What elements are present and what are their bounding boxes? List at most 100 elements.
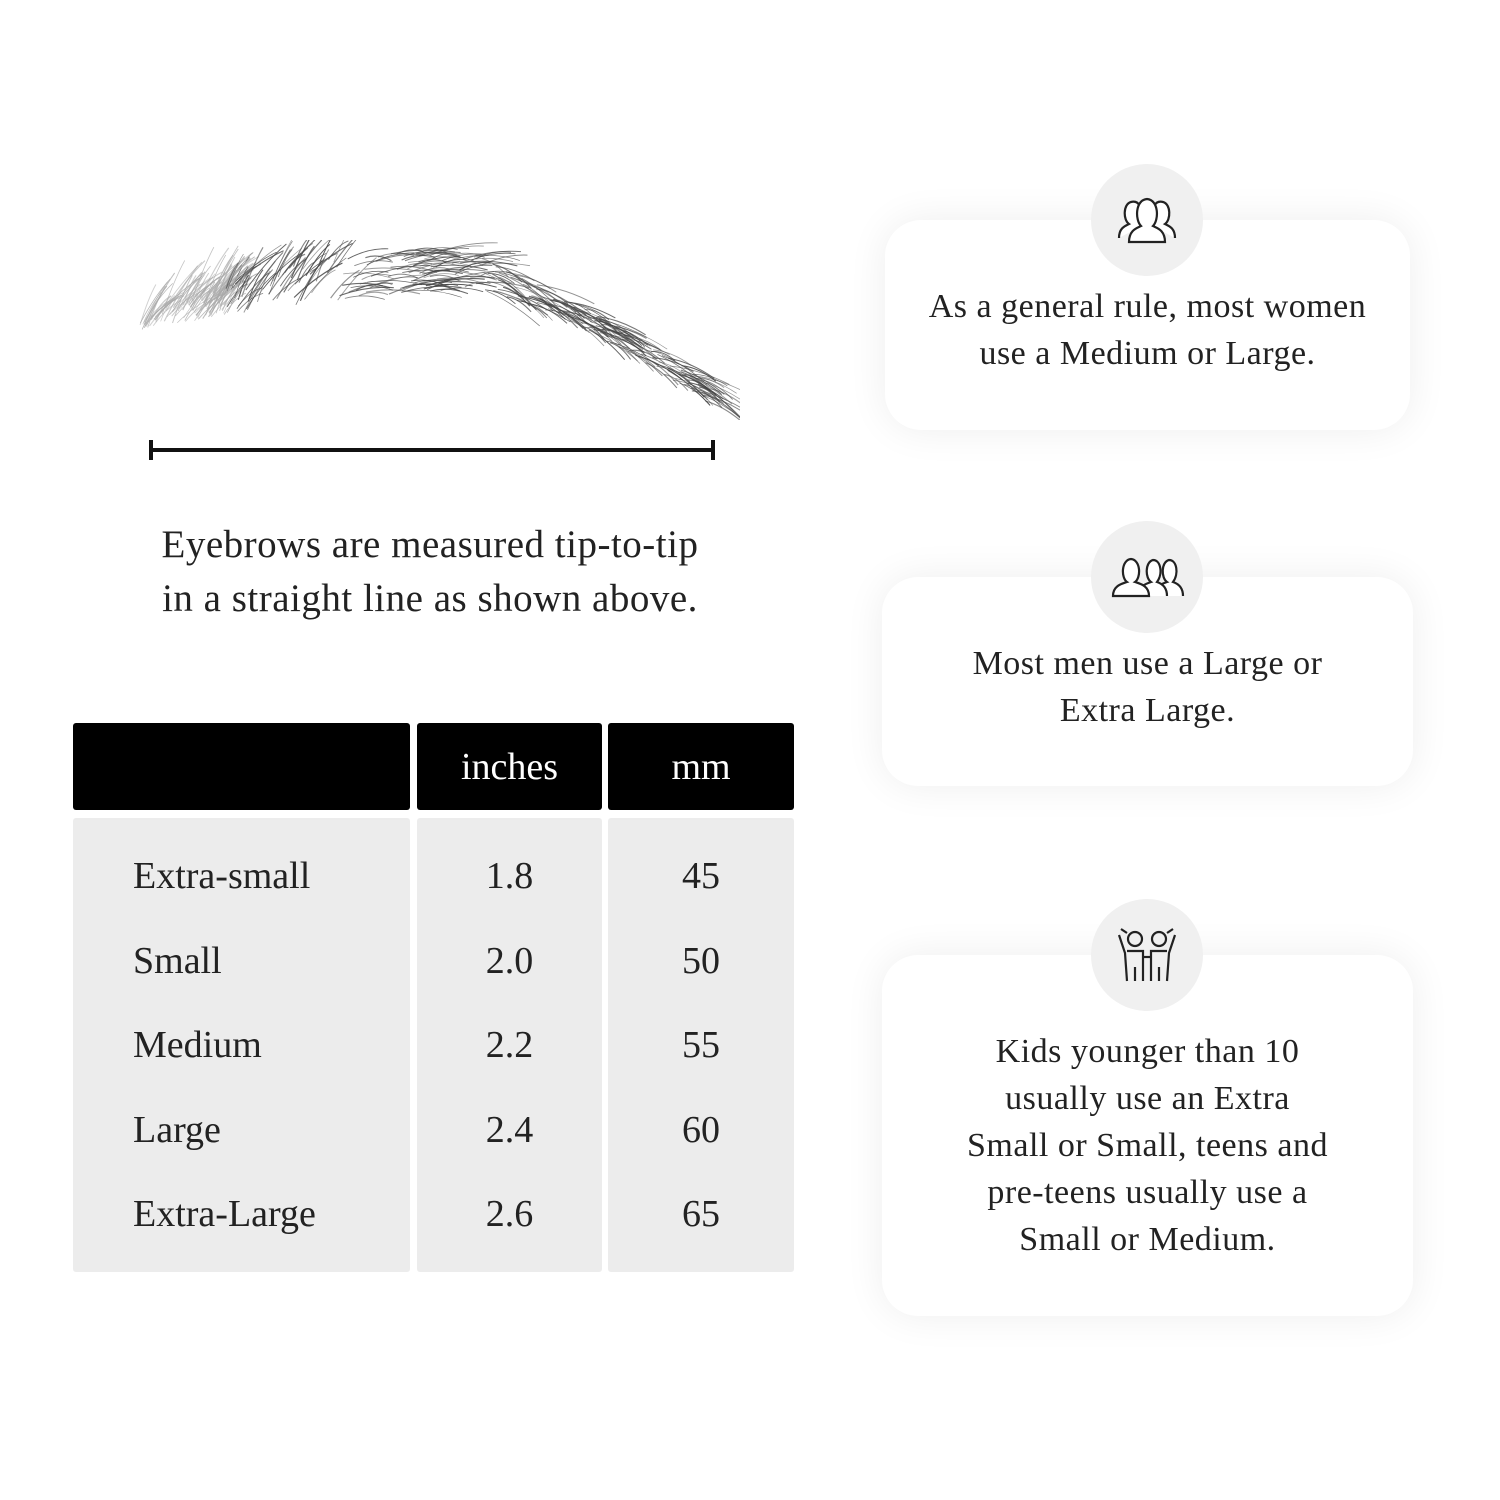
eyebrow-hair (602, 327, 644, 350)
eyebrow-hair (521, 277, 562, 312)
eyebrow-hair (186, 271, 223, 303)
eyebrow-hair (202, 282, 233, 319)
eyebrow-hair (269, 240, 293, 287)
eyebrow-hair (430, 252, 458, 260)
eyebrow-hair (691, 373, 728, 387)
eyebrow-hair (347, 248, 389, 260)
eyebrow-hair (652, 357, 694, 372)
eyebrow-hair (355, 284, 384, 291)
eyebrow-hair (213, 245, 239, 296)
eyebrow-hair (646, 358, 679, 386)
eyebrow-hair (235, 244, 282, 285)
size-cell: Large (133, 1108, 221, 1151)
eyebrow-hair (689, 375, 738, 416)
size-cell: Extra-Large (133, 1193, 316, 1235)
eyebrow-hair (591, 325, 638, 362)
eyebrow-illustration (139, 240, 740, 420)
eyebrow-hair (653, 349, 692, 366)
eyebrow-hair (549, 299, 583, 317)
inches-cell: 1.8 (485, 855, 534, 897)
eyebrow-hair (435, 259, 467, 268)
eyebrow-hair (606, 335, 645, 353)
eyebrow-hair (627, 350, 663, 377)
eyebrow-hair (475, 281, 530, 289)
eyebrow-hair (333, 240, 345, 263)
eyebrow-hair (581, 310, 613, 335)
eyebrow-hair (424, 256, 461, 261)
eyebrow-hair (617, 331, 651, 347)
eyebrow-hair (226, 253, 244, 292)
eyebrow-hair (212, 251, 254, 293)
eyebrow-hair (358, 291, 389, 297)
eyebrow-hair (294, 253, 338, 285)
eyebrow-hair (305, 244, 331, 277)
eyebrow-hair (191, 247, 215, 302)
eyebrow-hair (692, 375, 737, 394)
mm-cell: 45 (682, 855, 720, 897)
eyebrow-hair (464, 257, 514, 263)
eyebrow-hair (172, 275, 193, 324)
card-text-line: Extra Large. (1059, 691, 1236, 729)
eyebrow-hair (311, 269, 336, 294)
eyebrow-hair (441, 253, 486, 261)
eyebrow-hair (245, 243, 287, 291)
eyebrow-hair (143, 281, 168, 326)
eyebrow-hair (279, 258, 306, 287)
eyebrow-hair (241, 246, 264, 297)
eyebrow-hair (258, 247, 303, 295)
eyebrow-hair (418, 247, 470, 257)
mm-cell: 60 (682, 1108, 720, 1151)
eyebrow-hair (429, 274, 460, 282)
card-text-line: Kids younger than 10 (995, 1033, 1300, 1070)
eyebrow-hair (330, 269, 360, 299)
eyebrow-hair (366, 280, 422, 286)
eyebrow-hair (204, 281, 216, 307)
eyebrow-hair (414, 247, 447, 253)
eyebrow-hair (553, 298, 588, 325)
eyebrow-hair (418, 258, 447, 263)
eyebrow-hair (564, 301, 592, 315)
eyebrow-hair (139, 278, 171, 324)
eyebrow-hair (564, 301, 616, 319)
eyebrow-hair (684, 373, 723, 395)
eyebrow-hair (223, 292, 247, 315)
eyebrow-hair (425, 277, 485, 287)
measurement-caption: Eyebrows are measured tip-to-tip in a st… (60, 518, 800, 626)
eyebrow-hair (407, 289, 462, 298)
eyebrow-hair (702, 395, 740, 418)
size-cell: Extra-small (133, 855, 311, 897)
eyebrow-hair (561, 302, 585, 319)
eyebrow-hair (369, 274, 426, 289)
size-cell: Small (133, 939, 222, 982)
card-text-line: As a general rule, most women (928, 288, 1367, 325)
caption-line: Eyebrows are measured tip-to-tip (161, 523, 699, 566)
eyebrow-hair (506, 296, 532, 313)
eyebrow-hair (221, 282, 240, 311)
eyebrow-hair (586, 327, 614, 338)
inches-cell: 2.6 (485, 1193, 534, 1235)
eyebrow-hair (388, 278, 451, 295)
eyebrow-hair (559, 310, 593, 323)
eyebrow-hair (556, 311, 587, 329)
eyebrow-hair (703, 394, 740, 411)
eyebrow-hair (290, 240, 310, 279)
eyebrow-hair (277, 249, 293, 278)
eyebrow-hair (401, 254, 436, 261)
eyebrow-hair (175, 281, 215, 317)
eyebrow-hair (216, 263, 232, 301)
eyebrow-hair (505, 271, 532, 289)
eyebrow-hair (464, 281, 491, 288)
eyebrow-hair (144, 298, 177, 325)
eyebrow-hair (435, 242, 498, 254)
eyebrow-hair (295, 257, 325, 305)
eyebrow-hair (171, 276, 214, 317)
eyebrow-hair (354, 260, 393, 267)
eyebrow-hair (249, 252, 284, 300)
eyebrow-hair (473, 255, 520, 261)
eyebrow-hair (153, 275, 203, 320)
eyebrow-hair (694, 375, 740, 391)
eyebrow-hair (438, 281, 497, 288)
eyebrow-hair (485, 289, 516, 305)
eyebrow-hair (570, 308, 617, 332)
card-text-line: Small or Medium. (1019, 1221, 1276, 1258)
